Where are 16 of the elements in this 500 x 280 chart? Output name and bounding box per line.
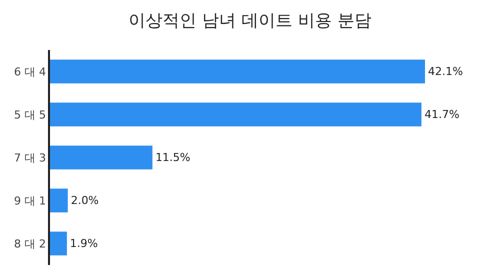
bar xyxy=(50,102,422,126)
data-label: 1.9% xyxy=(70,237,98,250)
bar xyxy=(50,60,425,84)
bar xyxy=(50,188,68,212)
data-label: 42.1% xyxy=(428,65,463,78)
data-label: 41.7% xyxy=(424,108,460,121)
y-tick-label: 5 대 5 xyxy=(14,108,46,122)
y-tick-label: 8 대 2 xyxy=(14,237,46,250)
data-label: 2.0% xyxy=(70,194,99,208)
y-tick-label: 9 대 1 xyxy=(14,194,46,208)
y-tick-label: 6 대 4 xyxy=(14,65,46,78)
data-label: 11.5% xyxy=(155,151,190,164)
chart-title: 이상적인 남녀 데이트 비용 분담 xyxy=(128,10,372,31)
bar xyxy=(50,232,67,256)
bar xyxy=(50,146,152,170)
y-tick-label: 7 대 3 xyxy=(14,151,46,164)
